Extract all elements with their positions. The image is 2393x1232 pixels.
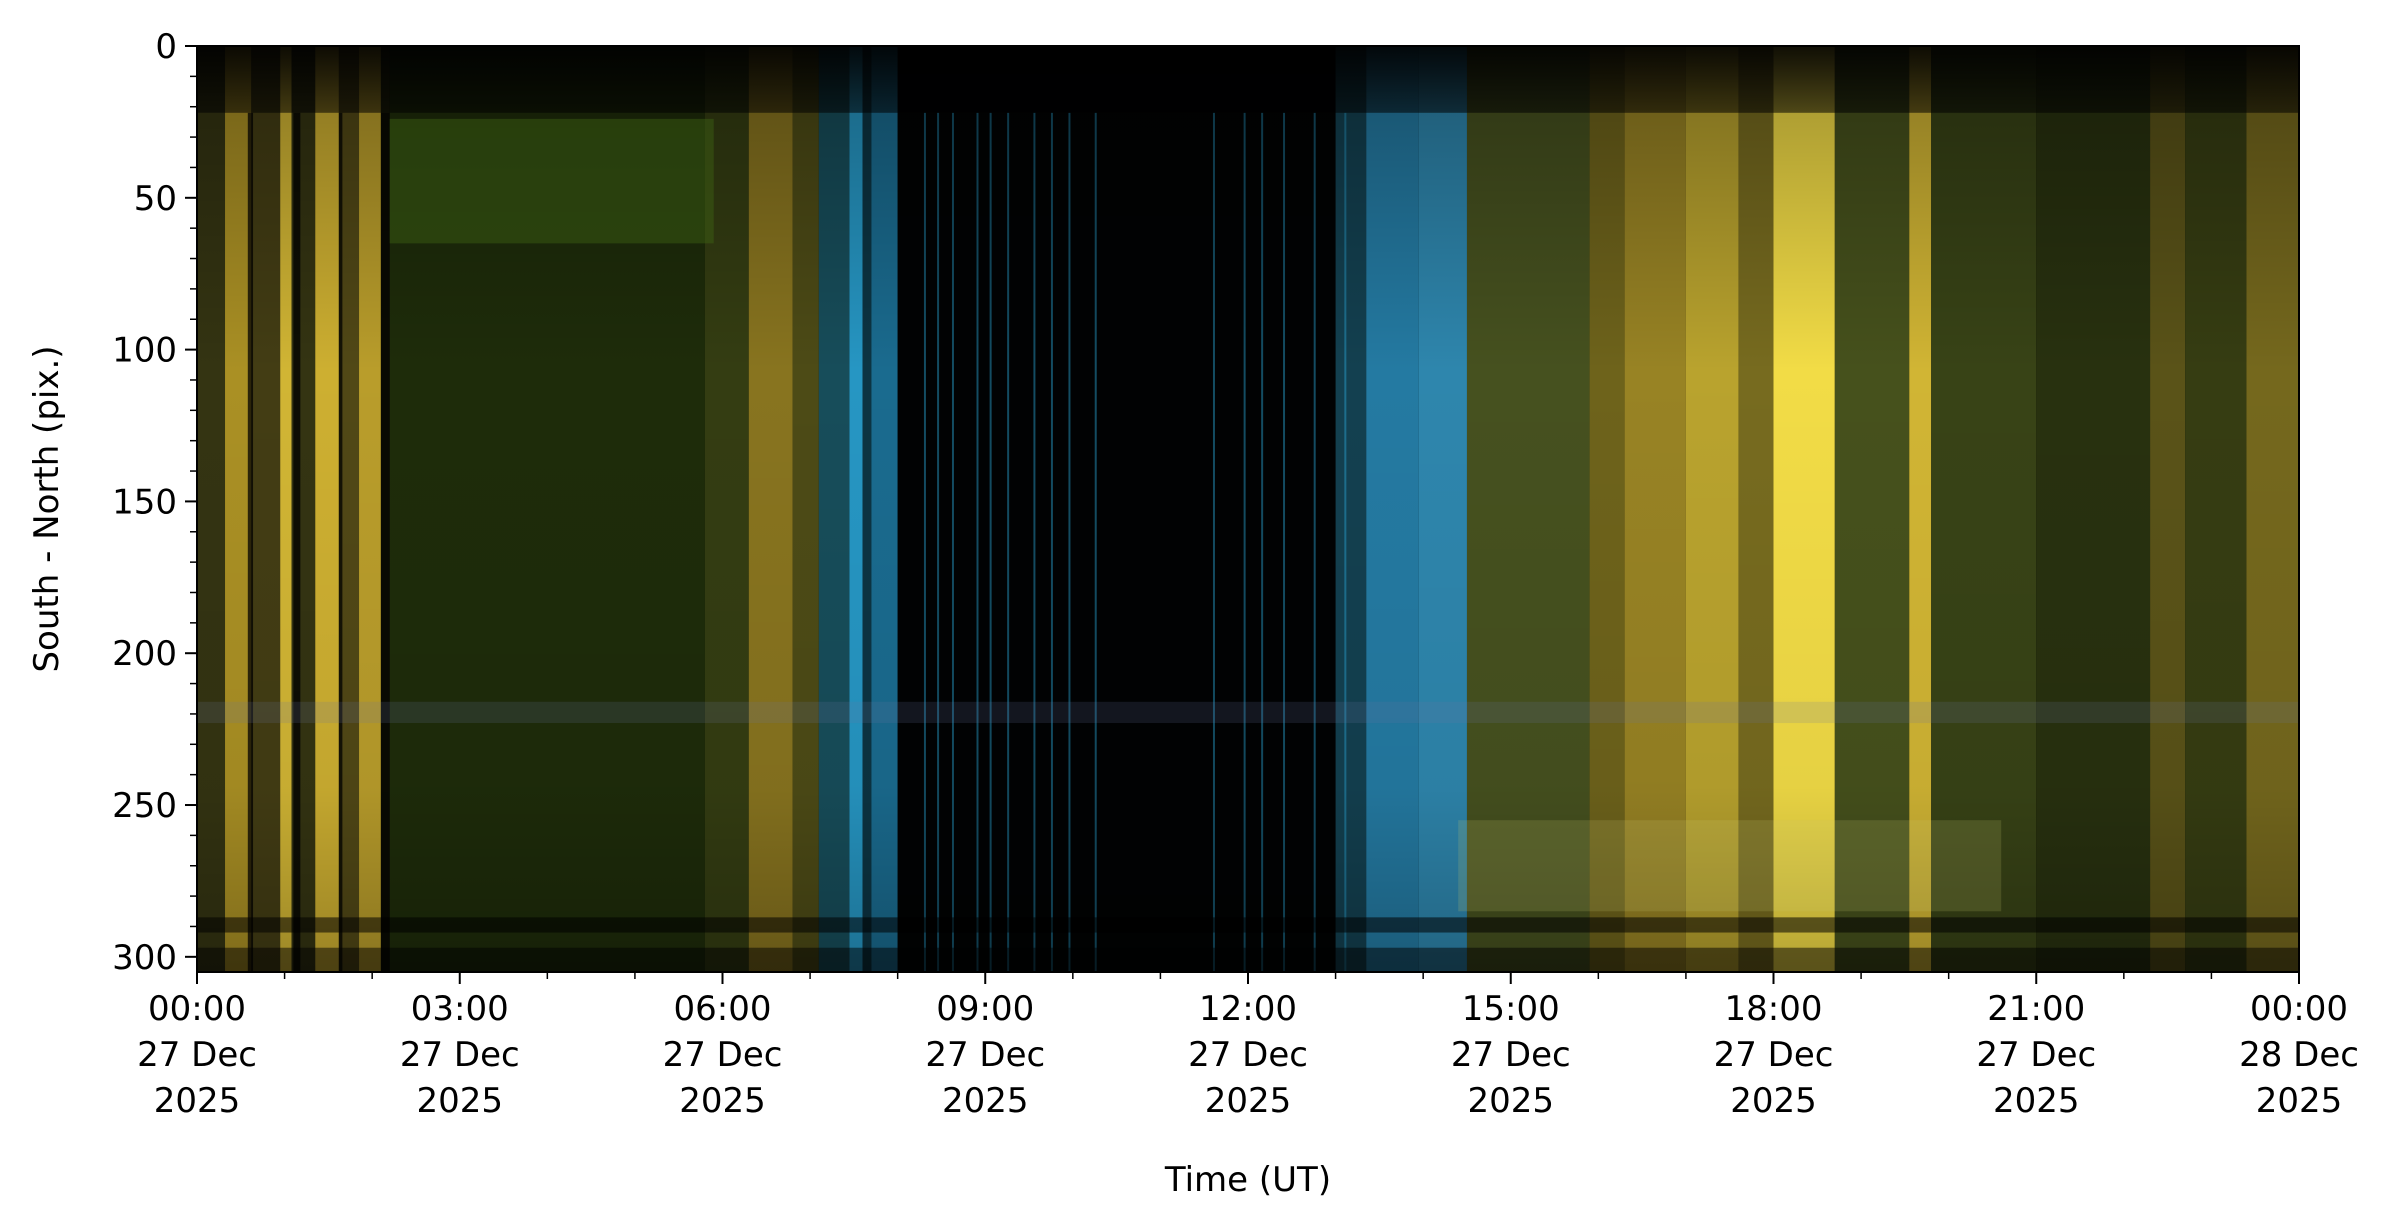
y-tick-label: 0	[155, 27, 177, 67]
x-tick-label: 09:00 27 Dec 2025	[925, 989, 1045, 1121]
vertical-shading	[197, 46, 2299, 972]
x-tick-label: 03:00 27 Dec 2025	[400, 989, 520, 1121]
x-tick-label: 18:00 27 Dec 2025	[1714, 989, 1834, 1121]
x-tick-label: 06:00 27 Dec 2025	[663, 989, 783, 1121]
y-axis: 0 50 100 150 200 250 300	[112, 27, 197, 978]
x-tick-label: 12:00 27 Dec 2025	[1188, 989, 1308, 1121]
bottom-dark-strip	[197, 917, 2299, 933]
x-tick-label: 21:00 27 Dec 2025	[1976, 989, 2096, 1121]
y-tick-label: 300	[112, 938, 177, 978]
y-tick-label: 50	[134, 179, 177, 219]
faint-horizontal-band	[197, 701, 2299, 724]
y-tick-label: 150	[112, 482, 177, 522]
heatmap-horizontal-features	[197, 46, 2299, 972]
x-axis: 00:00 27 Dec 2025 03:00 27 Dec 2025 06:00 27 De…	[137, 972, 2359, 1121]
y-tick-label: 100	[112, 331, 177, 371]
top-dark-strip	[197, 46, 2299, 113]
bottom-edge-strip	[197, 947, 2299, 972]
y-axis-label: South - North (pix.)	[27, 345, 67, 672]
x-tick-label: 00:00 28 Dec 2025	[2239, 989, 2359, 1121]
aurora-glow-lower	[1458, 820, 2002, 912]
aurora-glow-upper	[389, 118, 714, 244]
x-axis-label: Time (UT)	[1164, 1160, 1331, 1200]
x-tick-label: 15:00 27 Dec 2025	[1451, 989, 1571, 1121]
y-tick-label: 200	[112, 634, 177, 674]
plot-area	[197, 46, 2299, 972]
y-tick-label: 250	[112, 786, 177, 826]
x-tick-label: 00:00 27 Dec 2025	[137, 989, 257, 1121]
